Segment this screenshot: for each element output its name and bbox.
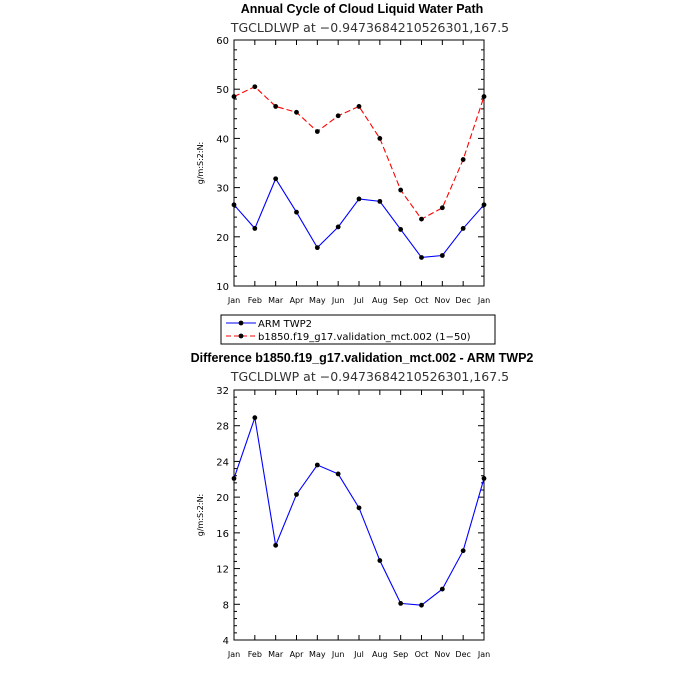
x-tick-label: Nov — [435, 650, 451, 659]
y-tick-label: 60 — [216, 36, 229, 47]
y-tick-label: 30 — [216, 184, 229, 195]
legend-marker — [238, 333, 244, 339]
y-tick-label: 8 — [223, 600, 229, 611]
y-tick-label: 10 — [216, 282, 229, 293]
x-tick-label: Jul — [353, 296, 364, 305]
data-point — [460, 226, 466, 231]
chart-panel-1: Annual Cycle of Cloud Liquid Water Path T… — [196, 2, 509, 345]
data-point — [231, 94, 237, 99]
data-point — [481, 202, 487, 208]
x-tick-label: Oct — [415, 650, 429, 659]
y-axis-label: g/m:S:2:N: — [196, 494, 205, 537]
data-point — [335, 113, 341, 119]
chart-subtitle: TGCLDLWP at −0.9473684210526301,167.5 — [230, 369, 509, 384]
data-point — [419, 216, 424, 222]
data-point — [481, 94, 487, 99]
x-tick-label: Mar — [268, 650, 284, 659]
series-line-1 — [233, 417, 485, 606]
x-tick-label: Apr — [290, 296, 305, 305]
data-point — [231, 202, 237, 208]
legend-entry-label: b1850.f19_g17.validation_mct.002 (1−50) — [258, 332, 471, 343]
y-tick-label: 12 — [216, 565, 229, 576]
legend: ARM TWP2 b1850.f19_g17.validation_mct.002… — [220, 314, 496, 345]
y-tick-label: 16 — [216, 529, 229, 540]
plot-frame — [233, 389, 485, 641]
y-tick-label: 50 — [216, 85, 229, 96]
data-point — [377, 198, 383, 204]
data-point — [252, 84, 258, 90]
legend-box — [220, 314, 496, 345]
y-tick-label: 32 — [216, 386, 229, 397]
x-tick-label: Jan — [477, 296, 490, 305]
data-point — [439, 205, 445, 211]
data-point — [460, 548, 466, 554]
legend-marker — [238, 320, 244, 326]
data-point — [335, 224, 341, 230]
x-tick-label: Sep — [393, 296, 408, 305]
series-line-1 — [233, 177, 485, 259]
x-tick-label: May — [309, 650, 326, 659]
data-point — [314, 462, 320, 468]
y-tick-label: 40 — [216, 134, 229, 145]
data-point — [231, 475, 237, 481]
chart-title: Annual Cycle of Cloud Liquid Water Path — [241, 2, 484, 16]
data-point — [439, 253, 445, 258]
data-point — [273, 176, 279, 182]
x-tick-label: Jun — [331, 650, 345, 659]
data-point — [481, 475, 487, 481]
x-tick-label: Nov — [435, 296, 451, 305]
y-tick-label: 20 — [216, 233, 229, 244]
x-tick-label: Mar — [268, 296, 284, 305]
x-tick-label: Feb — [248, 650, 262, 659]
x-tick-label: Jul — [353, 650, 364, 659]
x-tick-label: Aug — [372, 296, 388, 305]
x-tick-label: Jan — [227, 296, 240, 305]
y-tick-label: 4 — [223, 636, 229, 647]
x-tick-label: Dec — [455, 650, 470, 659]
data-point — [377, 136, 383, 141]
data-point — [252, 415, 258, 421]
data-point — [356, 104, 362, 109]
data-point — [294, 109, 299, 115]
data-point — [273, 542, 279, 548]
data-point — [294, 492, 299, 497]
y-tick-label: 28 — [216, 422, 229, 433]
data-point — [377, 558, 383, 563]
data-point — [419, 255, 424, 260]
x-tick-label: Aug — [372, 650, 388, 659]
x-tick-label: Sep — [393, 650, 408, 659]
y-tick-label: 24 — [216, 457, 229, 468]
y-axis-label: g/m:S:2:N: — [196, 142, 205, 185]
data-point — [398, 187, 404, 193]
data-point — [335, 471, 341, 477]
data-point — [273, 104, 279, 109]
plot-frame — [233, 39, 485, 287]
x-tick-label: Dec — [455, 296, 470, 305]
x-tick-label: Apr — [290, 650, 305, 659]
data-point — [439, 586, 445, 592]
x-tick-label: Oct — [415, 296, 429, 305]
x-tick-label: May — [309, 296, 326, 305]
data-point — [419, 602, 424, 608]
chart-title: Difference b1850.f19_g17.validation_mct.… — [191, 351, 534, 365]
data-point — [398, 600, 404, 606]
data-point — [460, 157, 466, 162]
x-tick-label: Jun — [331, 296, 345, 305]
chart-subtitle: TGCLDLWP at −0.9473684210526301,167.5 — [230, 20, 509, 35]
legend-entry-label: ARM TWP2 — [258, 319, 312, 330]
data-point — [314, 129, 320, 134]
data-point — [314, 245, 320, 251]
x-tick-label: Jan — [477, 650, 490, 659]
x-tick-label: Feb — [248, 296, 262, 305]
x-tick-label: Jan — [227, 650, 240, 659]
data-point — [252, 226, 258, 231]
chart-panel-2: Difference b1850.f19_g17.validation_mct.… — [191, 351, 534, 659]
data-point — [356, 196, 362, 202]
data-point — [294, 209, 299, 215]
data-point — [398, 227, 404, 232]
y-tick-label: 20 — [216, 493, 229, 504]
data-point — [356, 505, 362, 511]
